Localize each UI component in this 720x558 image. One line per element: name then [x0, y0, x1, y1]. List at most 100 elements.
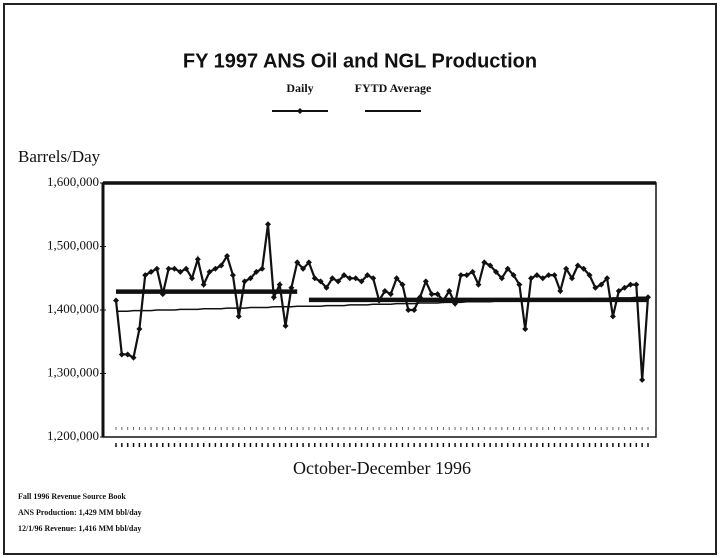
data-point: [294, 259, 301, 266]
data-point: [446, 287, 453, 294]
data-point: [417, 294, 423, 301]
data-point: [428, 291, 435, 298]
data-point: [457, 272, 464, 279]
data-point: [212, 265, 219, 272]
data-point: [621, 284, 628, 291]
data-point: [598, 281, 605, 288]
data-point: [586, 272, 593, 279]
legend-marker: [297, 108, 303, 114]
footnote: Fall 1996 Revenue Source Book: [18, 492, 126, 501]
data-point: [481, 259, 488, 266]
data-point: [265, 221, 271, 228]
data-point: [563, 265, 570, 272]
data-point: [399, 281, 406, 288]
footnote: ANS Production: 1,429 MM bbl/day: [18, 508, 142, 517]
data-point: [317, 278, 324, 285]
data-point: [259, 265, 266, 272]
data-point: [387, 291, 394, 298]
data-point: [130, 354, 137, 361]
data-point: [551, 272, 558, 279]
footnote: 12/1/96 Revenue: 1,416 MM bbl/day: [18, 524, 141, 533]
chart-title: FY 1997 ANS Oil and NGL Production: [183, 50, 537, 72]
data-point: [229, 272, 236, 279]
data-point: [475, 281, 482, 288]
data-point: [533, 272, 540, 279]
data-point: [218, 262, 225, 269]
data-point: [557, 287, 564, 294]
data-point: [580, 265, 587, 272]
data-point: [235, 313, 242, 320]
data-point: [574, 262, 581, 269]
data-point: [604, 275, 611, 282]
data-point: [282, 322, 289, 329]
data-point: [592, 284, 599, 291]
data-point: [487, 262, 494, 269]
data-point: [276, 281, 283, 288]
data-point: [516, 281, 523, 288]
data-point: [136, 326, 143, 333]
data-point: [206, 268, 213, 275]
data-point: [522, 326, 529, 333]
data-point: [569, 275, 575, 282]
y-tick-label: 1,200,000: [47, 428, 99, 443]
data-point: [615, 287, 622, 294]
data-point: [124, 351, 131, 358]
y-tick-label: 1,500,000: [47, 237, 99, 252]
data-point: [311, 275, 318, 282]
data-point: [171, 265, 178, 272]
data-point: [189, 275, 195, 282]
data-point: [300, 265, 307, 272]
data-point: [639, 376, 646, 383]
data-point: [113, 297, 119, 304]
data-point: [200, 281, 207, 288]
data-point: [346, 275, 353, 282]
data-point: [405, 307, 412, 313]
data-point: [165, 265, 172, 272]
data-point: [434, 291, 441, 298]
series-line: [116, 296, 648, 313]
x-axis-label: October-December 1996: [293, 458, 471, 478]
data-point: [288, 284, 295, 291]
legend-label: Daily: [286, 81, 313, 95]
data-point: [358, 278, 365, 285]
data-point: [370, 275, 377, 282]
y-tick-label: 1,300,000: [47, 364, 99, 379]
y-axis-label: Barrels/Day: [18, 147, 101, 166]
data-point: [463, 272, 470, 279]
data-point: [545, 272, 552, 279]
data-point: [469, 268, 476, 275]
data-point: [247, 275, 254, 282]
data-point: [159, 291, 166, 298]
data-point: [504, 265, 511, 272]
data-point: [633, 281, 640, 288]
data-point: [194, 256, 201, 263]
frame: [3, 3, 717, 555]
data-point: [510, 272, 517, 279]
data-point: [329, 275, 336, 282]
data-point: [335, 278, 342, 285]
data-point: [352, 275, 359, 282]
data-point: [148, 268, 155, 275]
data-point: [224, 253, 231, 260]
data-point: [177, 268, 184, 275]
data-point: [411, 307, 418, 313]
data-point: [609, 313, 616, 320]
data-point: [627, 281, 634, 288]
series-line: [114, 224, 650, 380]
data-point: [493, 268, 499, 275]
data-point: [142, 272, 149, 279]
data-point: [253, 268, 260, 275]
y-tick-label: 1,600,000: [47, 174, 99, 189]
y-tick-label: 1,400,000: [47, 301, 99, 316]
data-point: [305, 259, 312, 266]
data-point: [539, 275, 546, 282]
data-point: [323, 284, 330, 291]
data-point: [118, 351, 125, 358]
legend-label: FYTD Average: [355, 81, 432, 95]
data-point: [498, 275, 505, 282]
data-point: [183, 265, 190, 272]
data-point: [422, 278, 429, 285]
data-point: [341, 272, 347, 279]
